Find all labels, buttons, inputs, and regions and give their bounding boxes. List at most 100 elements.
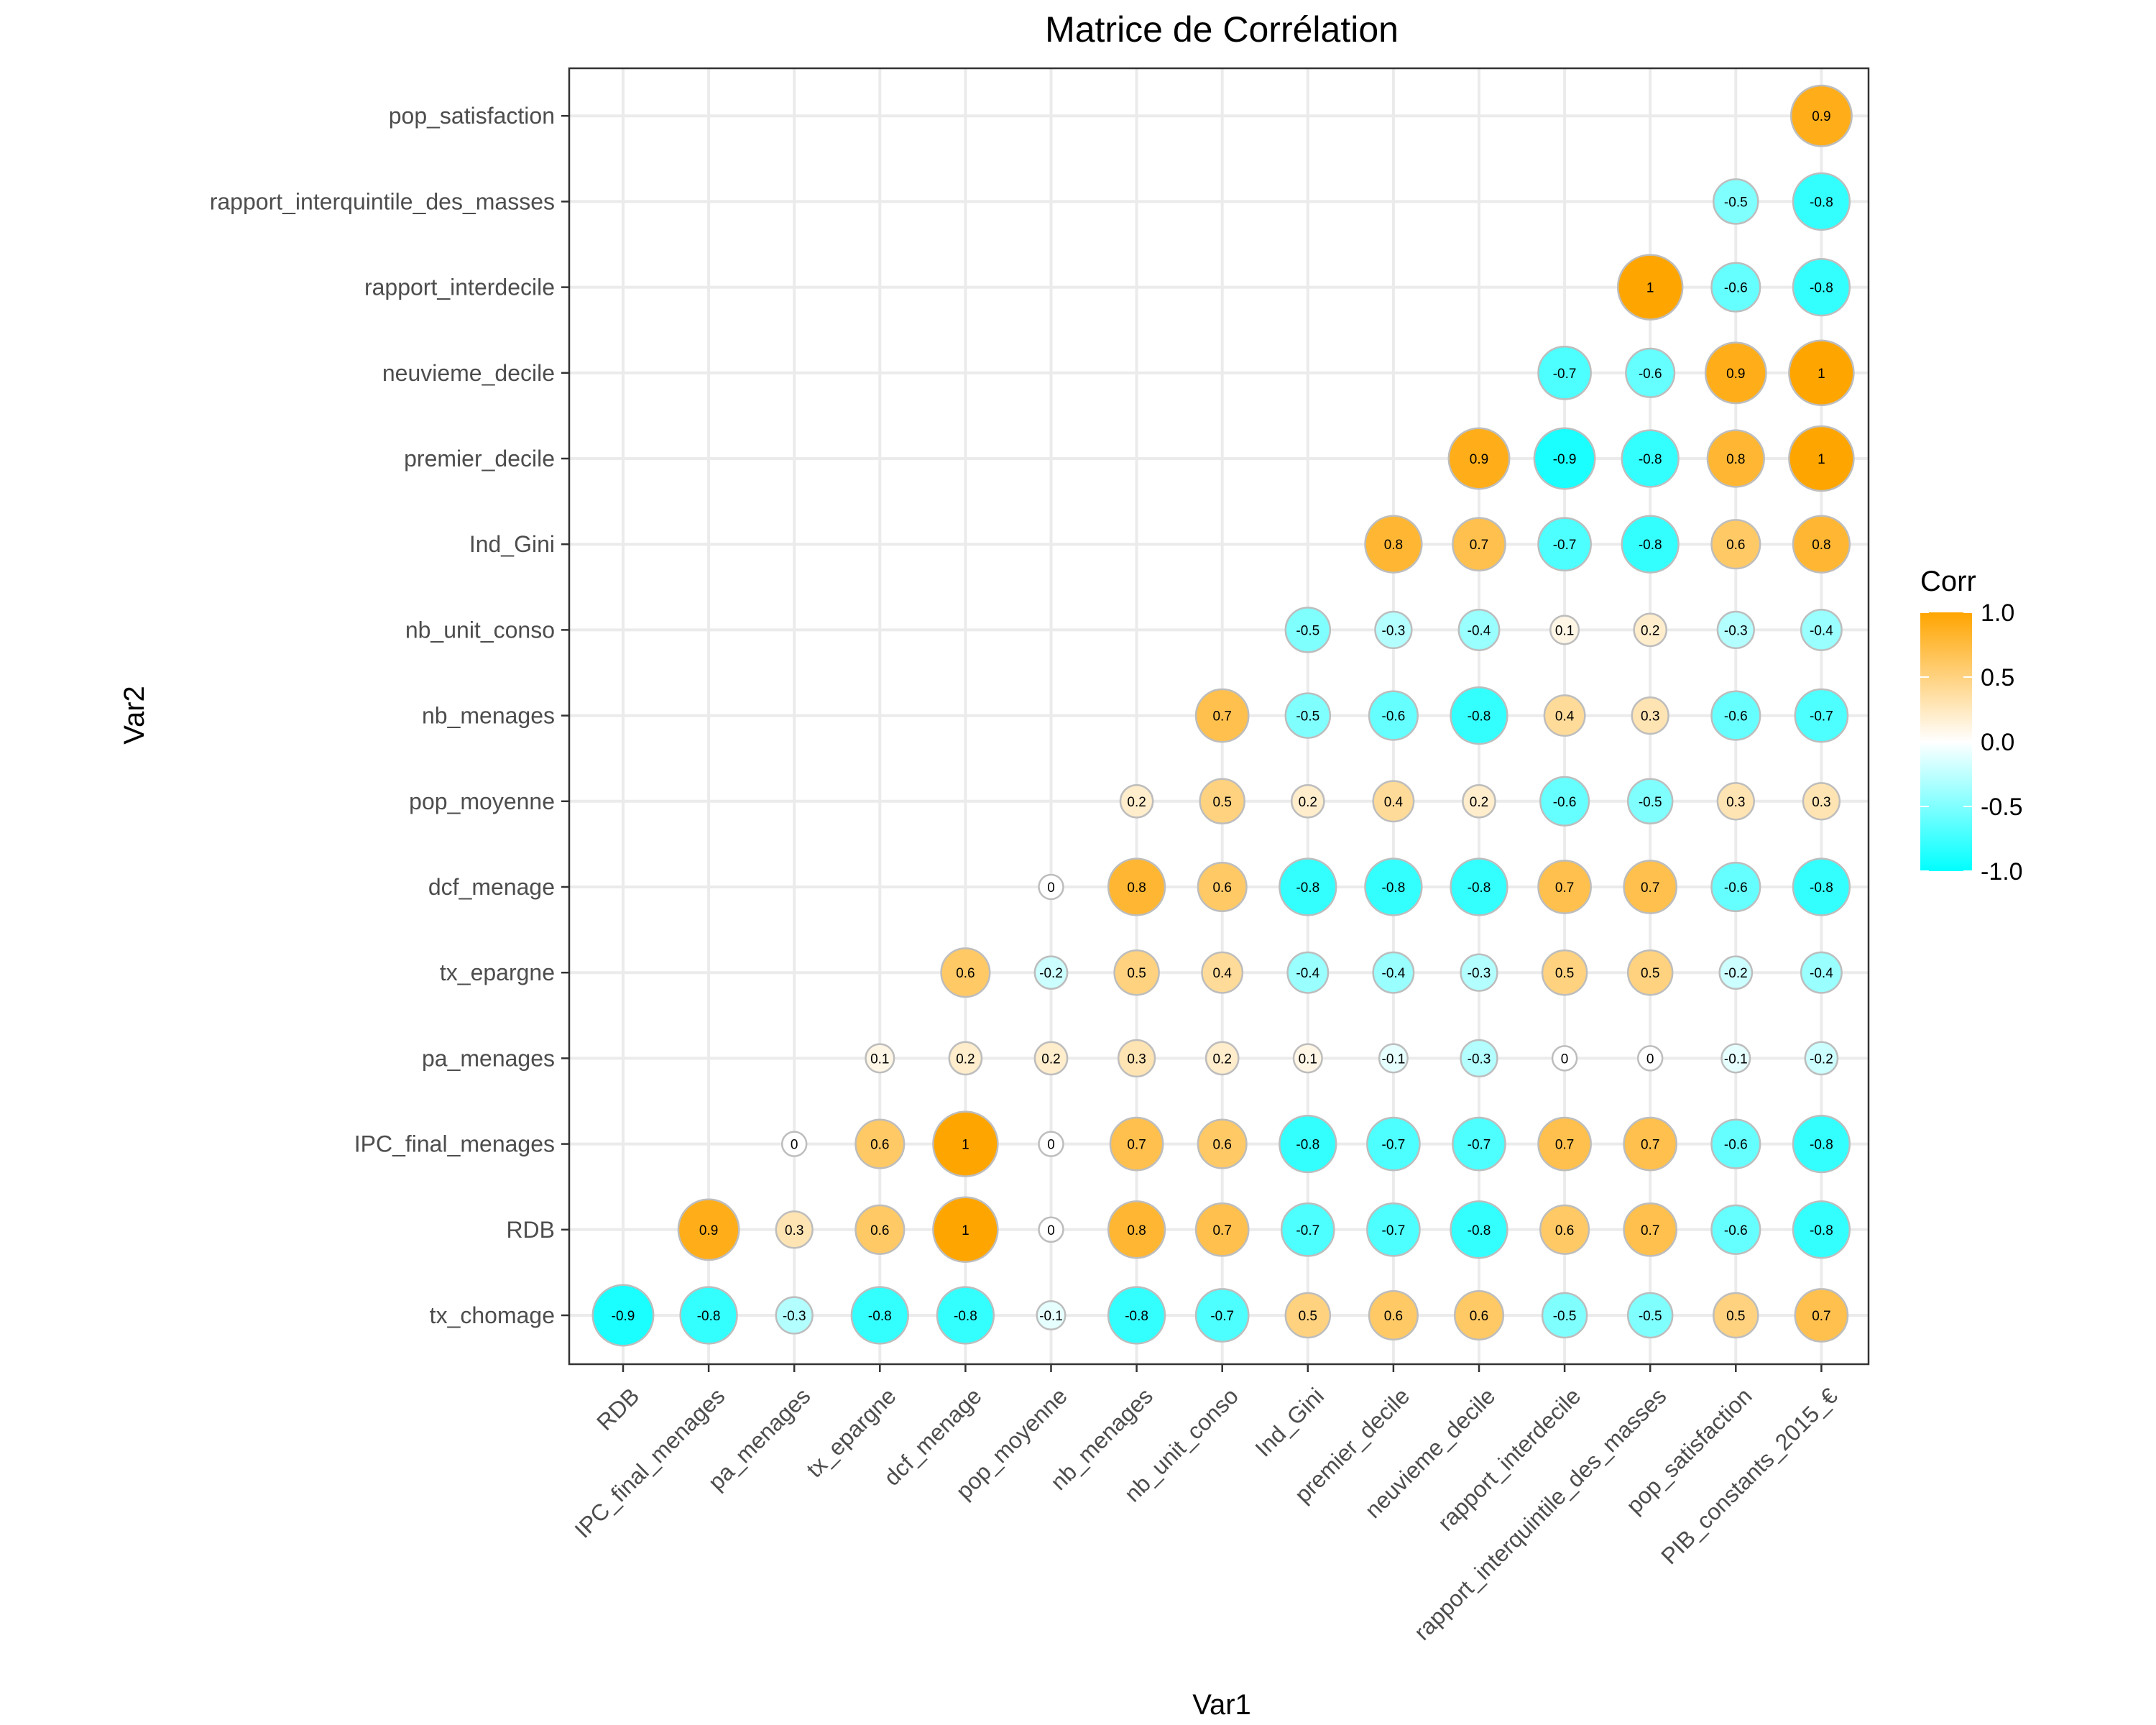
corr-value-label: 0.2 (1641, 623, 1659, 638)
corr-value-label: 0.7 (1212, 1223, 1231, 1238)
corr-circle (1626, 778, 1674, 825)
corr-value-label: 0 (1646, 1052, 1654, 1067)
corr-cell: -0.8 (1107, 1286, 1166, 1345)
corr-cell: 0.6 (940, 947, 991, 998)
corr-cell: -0.3 (1716, 610, 1755, 650)
corr-circle (1284, 1292, 1332, 1339)
corr-value-label: 0.6 (1212, 1138, 1231, 1153)
corr-circle (1204, 1041, 1240, 1076)
x-tick-labels: RDBIPC_final_menagespa_menagestx_epargne… (570, 1383, 1843, 1645)
corr-circle (679, 1286, 738, 1345)
corr-circle (1366, 1116, 1421, 1172)
corr-value-label: -0.6 (1724, 1138, 1748, 1153)
corr-value-label: 1 (962, 1138, 969, 1153)
corr-value-label: 0.8 (1812, 538, 1830, 553)
corr-cell: 0.5 (1541, 949, 1588, 996)
legend-tick-label: 0.5 (1981, 664, 2014, 691)
corr-value-label: 0.5 (1726, 1309, 1745, 1324)
corr-cell: 0.4 (1372, 780, 1415, 823)
corr-cell: 0.7 (1623, 1202, 1678, 1257)
corr-circle (1199, 778, 1245, 825)
corr-cell: 0.3 (1117, 1039, 1156, 1078)
corr-cell: 0.1 (1292, 1043, 1323, 1074)
corr-cell: -0.2 (1718, 955, 1754, 990)
corr-cell: -0.3 (1374, 610, 1413, 650)
corr-value-label: -0.6 (1724, 281, 1748, 296)
corr-cell: -0.8 (1450, 686, 1508, 745)
corr-cell: -0.4 (1800, 951, 1843, 994)
corr-cell: -0.6 (1710, 262, 1761, 313)
corr-circle (1119, 783, 1154, 819)
y-tick-label: IPC_final_menages (354, 1131, 555, 1157)
corr-cell: 0.2 (1119, 783, 1154, 819)
corr-circle (1107, 1286, 1166, 1345)
corr-circle (1113, 949, 1160, 996)
corr-cell: -0.6 (1539, 776, 1590, 827)
corr-cell: -0.8 (679, 1286, 738, 1345)
corr-value-label: -0.2 (1724, 966, 1748, 981)
corr-value-label: 1 (1818, 367, 1825, 382)
corr-cell: -0.3 (1460, 1039, 1498, 1078)
corr-cell: 0.1 (1549, 615, 1580, 645)
corr-circle (1623, 860, 1678, 914)
corr-value-label: -0.8 (1810, 195, 1833, 210)
y-tick-label: neuvieme_decile (382, 360, 555, 386)
corr-circle (1450, 1200, 1508, 1259)
x-tick-label: RDB (591, 1383, 644, 1435)
corr-circle (1033, 1041, 1069, 1076)
corr-circle (1194, 688, 1250, 743)
corr-value-label: 0.3 (1127, 1052, 1146, 1067)
corr-value-label: -0.4 (1468, 623, 1491, 638)
corr-circle (1621, 515, 1680, 574)
corr-cell: -0.6 (1710, 1204, 1761, 1255)
corr-value-label: 0.5 (1212, 795, 1231, 810)
corr-circle (1452, 517, 1506, 572)
corr-value-label: -0.2 (1810, 1052, 1833, 1067)
corr-circle (1537, 345, 1592, 400)
corr-circle (1457, 608, 1501, 651)
corr-value-label: 0.2 (1299, 795, 1317, 810)
legend: Corr 1.0 0.5 0.0 -0.5 -1.0 (1920, 566, 2023, 886)
corr-cell: 0.7 (1194, 688, 1250, 743)
cells-layer: -0.9 0.9 -0.8 0 0.3 -0.3 0.1 0.6 0.6 -0.8 0.6 0.2 1 1… (591, 84, 1855, 1347)
corr-circle (1710, 861, 1761, 913)
corr-cell: 1 (1788, 339, 1855, 407)
corr-circle (1539, 776, 1590, 827)
corr-circle (1802, 782, 1841, 821)
corr-circle (932, 1196, 999, 1264)
corr-cell: -0.7 (1366, 1116, 1421, 1172)
y-tick-label: pop_moyenne (409, 788, 555, 814)
corr-cell: -0.3 (1460, 953, 1498, 992)
corr-cell: -0.4 (1372, 951, 1415, 994)
corr-cell: 0.6 (854, 1118, 906, 1169)
corr-cell: 0.3 (1802, 782, 1841, 821)
y-tick-label: RDB (506, 1217, 555, 1243)
corr-circle (1631, 696, 1669, 735)
corr-cell: -0.8 (1792, 857, 1851, 916)
corr-circle (1460, 953, 1498, 992)
corr-circle (1364, 857, 1423, 916)
x-tick-label: Ind_Gini (1250, 1383, 1329, 1462)
corr-circle (1279, 1114, 1337, 1174)
corr-circle (1710, 1204, 1761, 1255)
corr-circle (1718, 955, 1754, 990)
corr-cell: -0.5 (1626, 778, 1674, 825)
x-tick-label: IPC_final_menages (570, 1383, 730, 1543)
corr-circle (936, 1286, 995, 1345)
corr-cell: -0.4 (1457, 608, 1501, 651)
corr-circle (1194, 1202, 1250, 1257)
corr-cell: -0.6 (1368, 690, 1419, 741)
corr-circle (1706, 429, 1765, 488)
corr-circle (1462, 783, 1496, 819)
corr-cell: 0.9 (1789, 84, 1853, 147)
corr-circle (1450, 857, 1508, 916)
corr-value-label: -0.5 (1639, 1309, 1662, 1324)
corr-circle (1704, 341, 1767, 405)
corr-value-label: -0.2 (1039, 966, 1063, 981)
corr-cell: 0.8 (1364, 515, 1423, 574)
corr-value-label: -0.6 (1639, 367, 1662, 382)
corr-value-label: -0.3 (783, 1309, 806, 1324)
corr-cell: 0.6 (1197, 1118, 1248, 1169)
corr-cell: 0.6 (1710, 519, 1761, 570)
corr-cell: -0.7 (1452, 1116, 1506, 1172)
